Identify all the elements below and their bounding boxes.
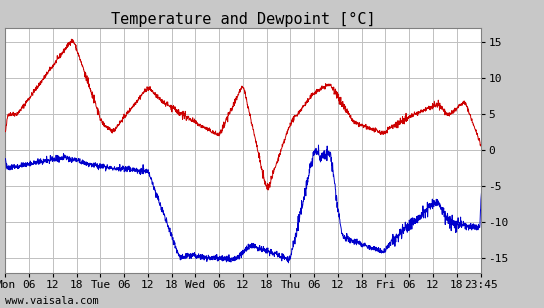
- Title: Temperature and Dewpoint [°C]: Temperature and Dewpoint [°C]: [111, 11, 376, 26]
- Text: www.vaisala.com: www.vaisala.com: [5, 297, 99, 306]
